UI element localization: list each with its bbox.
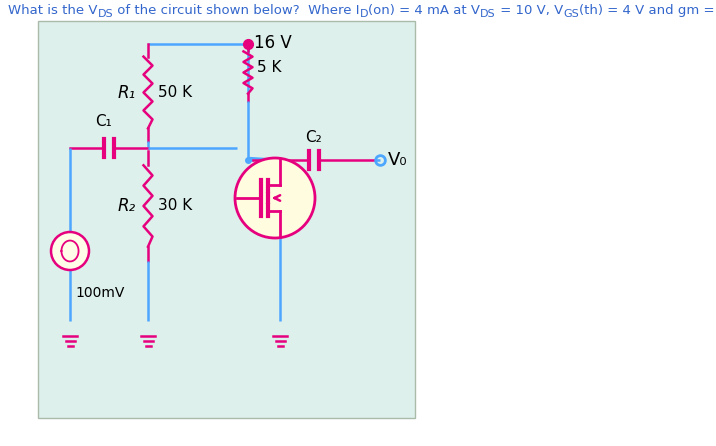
Text: of the circuit shown below?  Where I: of the circuit shown below? Where I <box>113 4 359 17</box>
Text: 50 K: 50 K <box>158 85 192 100</box>
Text: (th) = 4 V and gm = 5000 uS: (th) = 4 V and gm = 5000 uS <box>579 4 716 17</box>
Text: = 10 V, V: = 10 V, V <box>495 4 563 17</box>
Text: GS: GS <box>563 9 579 19</box>
Text: V₀: V₀ <box>388 151 407 169</box>
Text: 16 V: 16 V <box>254 34 291 52</box>
Text: (on) = 4 mA at V: (on) = 4 mA at V <box>368 4 480 17</box>
Text: C₁: C₁ <box>96 114 112 129</box>
Text: 5 K: 5 K <box>257 60 281 75</box>
Text: DS: DS <box>97 9 113 19</box>
Text: 100mV: 100mV <box>75 286 125 300</box>
FancyBboxPatch shape <box>38 21 415 418</box>
Text: 30 K: 30 K <box>158 198 193 214</box>
Text: C₂: C₂ <box>306 130 322 145</box>
Text: R₂: R₂ <box>118 197 136 215</box>
Text: DS: DS <box>480 9 495 19</box>
Text: R₁: R₁ <box>118 83 136 102</box>
Text: D: D <box>359 9 368 19</box>
Circle shape <box>235 158 315 238</box>
Circle shape <box>51 232 89 270</box>
Text: What is the V: What is the V <box>8 4 97 17</box>
